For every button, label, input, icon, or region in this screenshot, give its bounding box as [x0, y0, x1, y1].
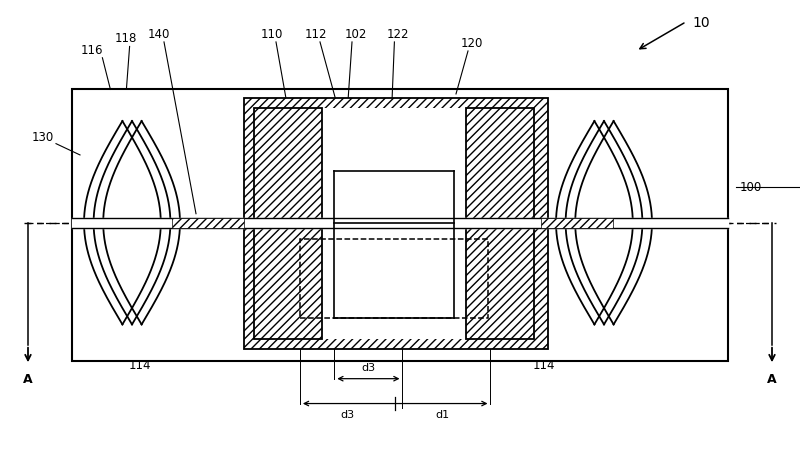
Text: 114: 114: [129, 359, 151, 372]
Bar: [541, 218, 613, 228]
Bar: [72, 90, 728, 361]
Bar: [466, 109, 534, 339]
Text: 100: 100: [740, 181, 762, 193]
Bar: [322, 109, 466, 339]
Text: 102: 102: [345, 28, 367, 41]
Text: 140: 140: [147, 28, 170, 41]
Text: 10: 10: [692, 16, 710, 30]
Text: 122: 122: [387, 28, 410, 41]
Text: 116: 116: [81, 43, 103, 56]
Text: d1: d1: [436, 409, 450, 419]
Bar: [172, 218, 244, 228]
Text: d3: d3: [341, 409, 354, 419]
Bar: [244, 99, 548, 350]
Text: d3: d3: [362, 362, 375, 372]
Text: 120: 120: [461, 37, 483, 50]
Bar: [300, 239, 488, 318]
Text: A: A: [23, 372, 33, 385]
Text: 118: 118: [114, 32, 137, 45]
Bar: [254, 109, 322, 339]
Text: 130: 130: [32, 131, 54, 144]
Text: 112: 112: [305, 28, 327, 41]
Text: A: A: [767, 372, 777, 385]
Text: 114: 114: [533, 359, 555, 372]
Text: 110: 110: [261, 28, 283, 41]
